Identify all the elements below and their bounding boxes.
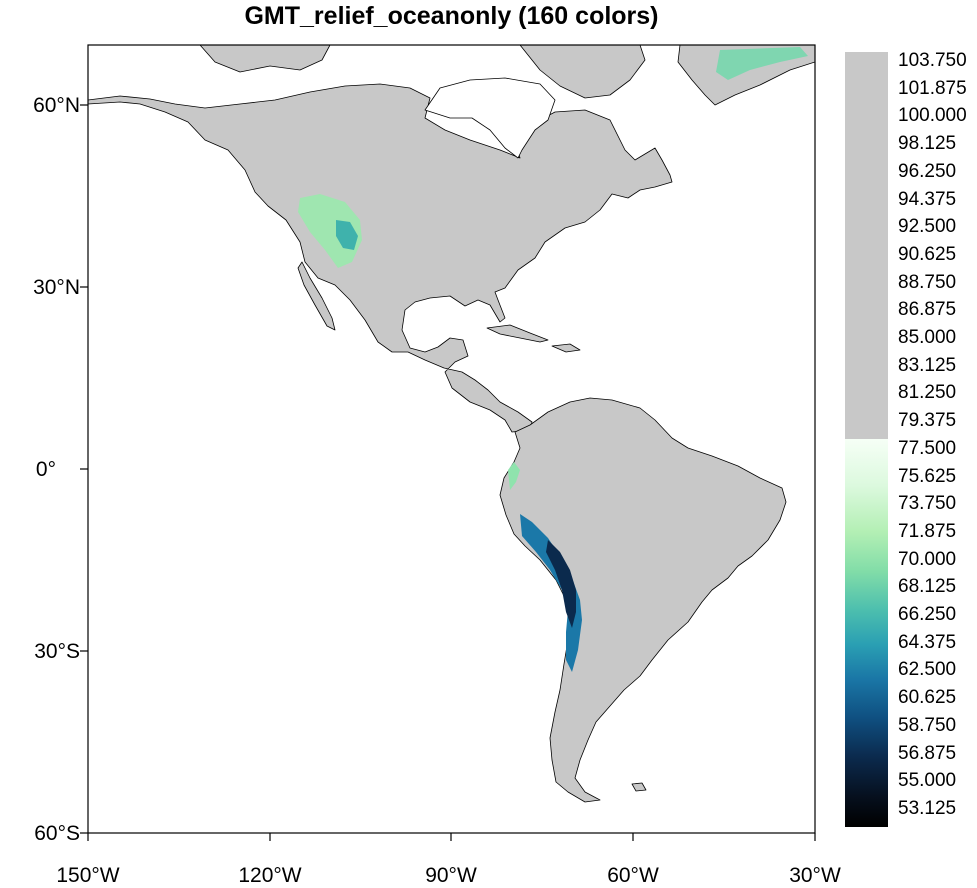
cuba: [486, 324, 549, 343]
colorbar-label: 77.500: [898, 437, 957, 459]
colorbar-label: 85.000: [898, 327, 957, 348]
colorbar-label: 56.875: [898, 742, 957, 764]
andes-high-relief: [546, 540, 576, 628]
lat-label-30s: 30°S: [34, 640, 80, 663]
colorbar-label: 88.750: [898, 271, 957, 293]
lat-label-60n: 60°N: [33, 94, 80, 117]
map-title: GMT_relief_oceanonly (160 colors): [244, 2, 659, 30]
greenland-icecap: [716, 47, 808, 80]
colorbar-label: 53.125: [898, 797, 957, 819]
andes-relief: [520, 514, 582, 672]
colorbar: [845, 52, 888, 827]
lon-label-120w: 120°W: [238, 864, 302, 887]
baja-california: [297, 261, 336, 331]
andes-low-relief: [508, 462, 520, 490]
lat-label-equator: 0°: [35, 458, 56, 481]
colorbar-label: 79.375: [898, 410, 957, 432]
lon-label-90w: 90°W: [425, 864, 477, 887]
colorbar-label: 71.875: [898, 520, 957, 542]
rocky-mountains-relief: [298, 194, 362, 268]
hudson-bay: [424, 77, 556, 159]
colorbar-label: 58.750: [898, 714, 957, 736]
colorbar-label: 60.625: [898, 687, 957, 709]
colorbar-gray-segment: [845, 52, 888, 439]
colorbar-label: 68.125: [898, 576, 957, 598]
falkland-islands: [631, 782, 647, 792]
colorbar-label: 75.625: [898, 465, 957, 487]
colorbar-label: 83.125: [898, 354, 957, 376]
colorbar-label: 103.750: [898, 50, 967, 71]
colorbar-label: 101.875: [898, 77, 967, 99]
colorbar-label: 73.750: [898, 493, 957, 515]
colorbar-label: 86.875: [898, 299, 957, 321]
north-america-landmass: [88, 83, 673, 433]
colorbar-label: 90.625: [898, 243, 957, 265]
lon-label-30w: 30°W: [789, 864, 841, 887]
hispaniola: [551, 343, 581, 353]
lat-label-30n: 30°N: [33, 276, 80, 299]
colorbar-label: 98.125: [898, 133, 957, 155]
colorbar-label: 81.250: [898, 382, 957, 404]
colorbar-relief-segment: [845, 439, 888, 827]
colorbar-label: 96.250: [898, 160, 957, 182]
rocky-mountains-high-relief: [336, 220, 358, 250]
colorbar-label: 55.000: [898, 770, 957, 792]
colorbar-label: 100.000: [898, 105, 967, 127]
lon-label-150w: 150°W: [56, 864, 120, 887]
lon-label-60w: 60°W: [607, 864, 659, 887]
colorbar-label: 66.250: [898, 604, 957, 625]
baffin-island: [519, 45, 646, 99]
colorbar-label: 92.500: [898, 216, 957, 238]
lat-label-60s: 60°S: [34, 822, 80, 845]
colorbar-label: 62.500: [898, 659, 957, 681]
colorbar-label: 94.375: [898, 188, 957, 210]
colorbar-label: 70.000: [898, 548, 957, 570]
colorbar-label: 64.375: [898, 631, 957, 653]
arctic-islands: [199, 45, 331, 73]
